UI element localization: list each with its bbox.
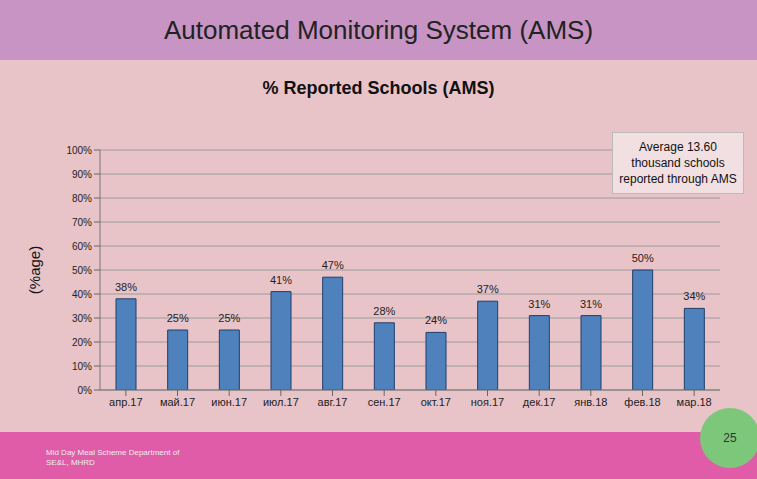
svg-text:31%: 31% <box>580 298 602 310</box>
svg-text:янв.18: янв.18 <box>574 396 607 408</box>
svg-text:июн.17: июн.17 <box>211 396 247 408</box>
svg-text:37%: 37% <box>477 283 499 295</box>
svg-text:28%: 28% <box>373 305 395 317</box>
svg-text:ноя.17: ноя.17 <box>471 396 504 408</box>
html-text:25: 25 <box>723 431 737 445</box>
svg-text:50%: 50% <box>72 265 92 276</box>
svg-text:20%: 20% <box>72 337 92 348</box>
svg-text:47%: 47% <box>322 259 344 271</box>
svg-text:май.17: май.17 <box>160 396 195 408</box>
svg-text:мар.18: мар.18 <box>677 396 712 408</box>
svg-text:25%: 25% <box>218 312 240 324</box>
svg-text:70%: 70% <box>72 217 92 228</box>
svg-text:80%: 80% <box>72 193 92 204</box>
svg-text:25%: 25% <box>167 312 189 324</box>
svg-text:41%: 41% <box>270 274 292 286</box>
svg-text:июл.17: июл.17 <box>263 396 299 408</box>
html-text:Automated Monitoring System (A: Automated Monitoring System (AMS) <box>163 14 594 45</box>
svg-text:апр.17: апр.17 <box>109 396 142 408</box>
svg-text:авг.17: авг.17 <box>318 396 348 408</box>
svg-text:38%: 38% <box>115 281 137 293</box>
svg-text:фев.18: фев.18 <box>624 396 660 408</box>
svg-text:сен.17: сен.17 <box>368 396 401 408</box>
svg-text:34%: 34% <box>683 290 705 302</box>
svg-text:31%: 31% <box>528 298 550 310</box>
svg-text:50%: 50% <box>632 252 654 264</box>
svg-text:10%: 10% <box>72 361 92 372</box>
svg-text:100%: 100% <box>66 145 92 156</box>
html-text:Average 13.60 thousand schools: Average 13.60 thousand schools reported … <box>619 140 737 186</box>
svg-text:30%: 30% <box>72 313 92 324</box>
svg-text:60%: 60% <box>72 241 92 252</box>
html-text:% Reported Schools (AMS): % Reported Schools (AMS) <box>262 78 495 98</box>
svg-text:40%: 40% <box>72 289 92 300</box>
svg-text:24%: 24% <box>425 314 447 326</box>
html-text:Mid Day Meal Scheme Department: Mid Day Meal Scheme Department of SE&L, … <box>46 448 180 467</box>
svg-text:окт.17: окт.17 <box>421 396 451 408</box>
svg-text:0%: 0% <box>78 385 93 396</box>
svg-text:90%: 90% <box>72 169 92 180</box>
svg-text:дек.17: дек.17 <box>523 396 556 408</box>
svg-text:(%age): (%age) <box>26 246 43 294</box>
